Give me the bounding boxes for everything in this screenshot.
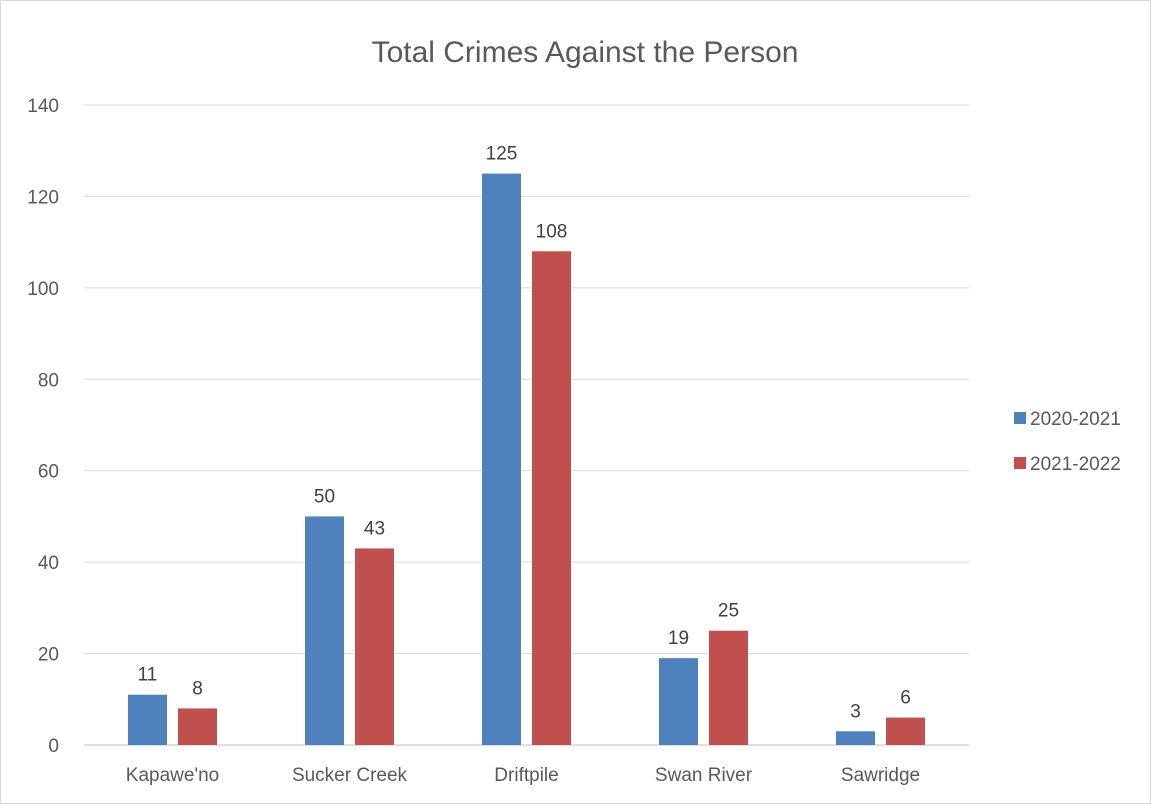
- data-labels: 11 8 50 43 125 108 19 25 3 6: [138, 144, 911, 723]
- data-label: 11: [138, 665, 158, 686]
- bar-2021-2022-Driftpile: [532, 251, 571, 746]
- bar-2020-2021-Swan River: [659, 658, 698, 745]
- bar-2021-2022-Sawridge: [886, 717, 925, 745]
- bar-2020-2021-Driftpile: [482, 173, 521, 746]
- legend-label: 2020-2021: [1030, 409, 1121, 430]
- bar-2021-2022-Kapawe'no: [178, 708, 217, 745]
- data-label: 3: [850, 701, 861, 722]
- data-label: 8: [192, 678, 203, 699]
- bar-2021-2022-Swan River: [709, 630, 748, 745]
- data-label: 25: [718, 601, 739, 622]
- chart-title: Total Crimes Against the Person: [372, 36, 799, 69]
- x-category-label: Kapawe'no: [126, 765, 219, 786]
- data-label: 6: [900, 688, 911, 709]
- bar-2020-2021-Kapawe'no: [128, 694, 167, 745]
- x-category-label: Swan River: [655, 765, 753, 786]
- bar-2020-2021-Sucker Creek: [305, 516, 344, 745]
- data-label: 43: [364, 518, 385, 539]
- x-category-label: Sucker Creek: [292, 765, 408, 786]
- y-tick-label: 120: [27, 187, 59, 208]
- y-axis-ticks: 0 20 40 60 80 100 120 140: [27, 96, 59, 757]
- bar-2020-2021-Sawridge: [836, 731, 875, 745]
- x-category-label: Driftpile: [494, 765, 558, 786]
- y-tick-label: 20: [38, 645, 59, 666]
- y-tick-label: 100: [27, 279, 59, 300]
- data-label: 19: [668, 628, 689, 649]
- legend-swatch: [1014, 457, 1026, 469]
- y-tick-label: 80: [38, 370, 59, 391]
- legend: 2020-2021 2021-2022: [1014, 409, 1121, 475]
- data-label: 50: [314, 486, 335, 507]
- bar-2021-2022-Sucker Creek: [355, 548, 394, 745]
- legend-label: 2021-2022: [1030, 454, 1121, 475]
- y-tick-label: 60: [38, 462, 59, 483]
- y-tick-label: 0: [48, 736, 59, 757]
- y-tick-label: 140: [27, 96, 59, 117]
- data-label: 108: [536, 221, 568, 242]
- bars: [128, 173, 925, 746]
- x-axis-categories: Kapawe'no Sucker Creek Driftpile Swan River…: [126, 765, 920, 786]
- legend-swatch: [1014, 412, 1026, 424]
- y-tick-label: 40: [38, 553, 59, 574]
- gridlines: [84, 104, 969, 746]
- x-category-label: Sawridge: [841, 765, 920, 786]
- data-label: 125: [486, 144, 518, 165]
